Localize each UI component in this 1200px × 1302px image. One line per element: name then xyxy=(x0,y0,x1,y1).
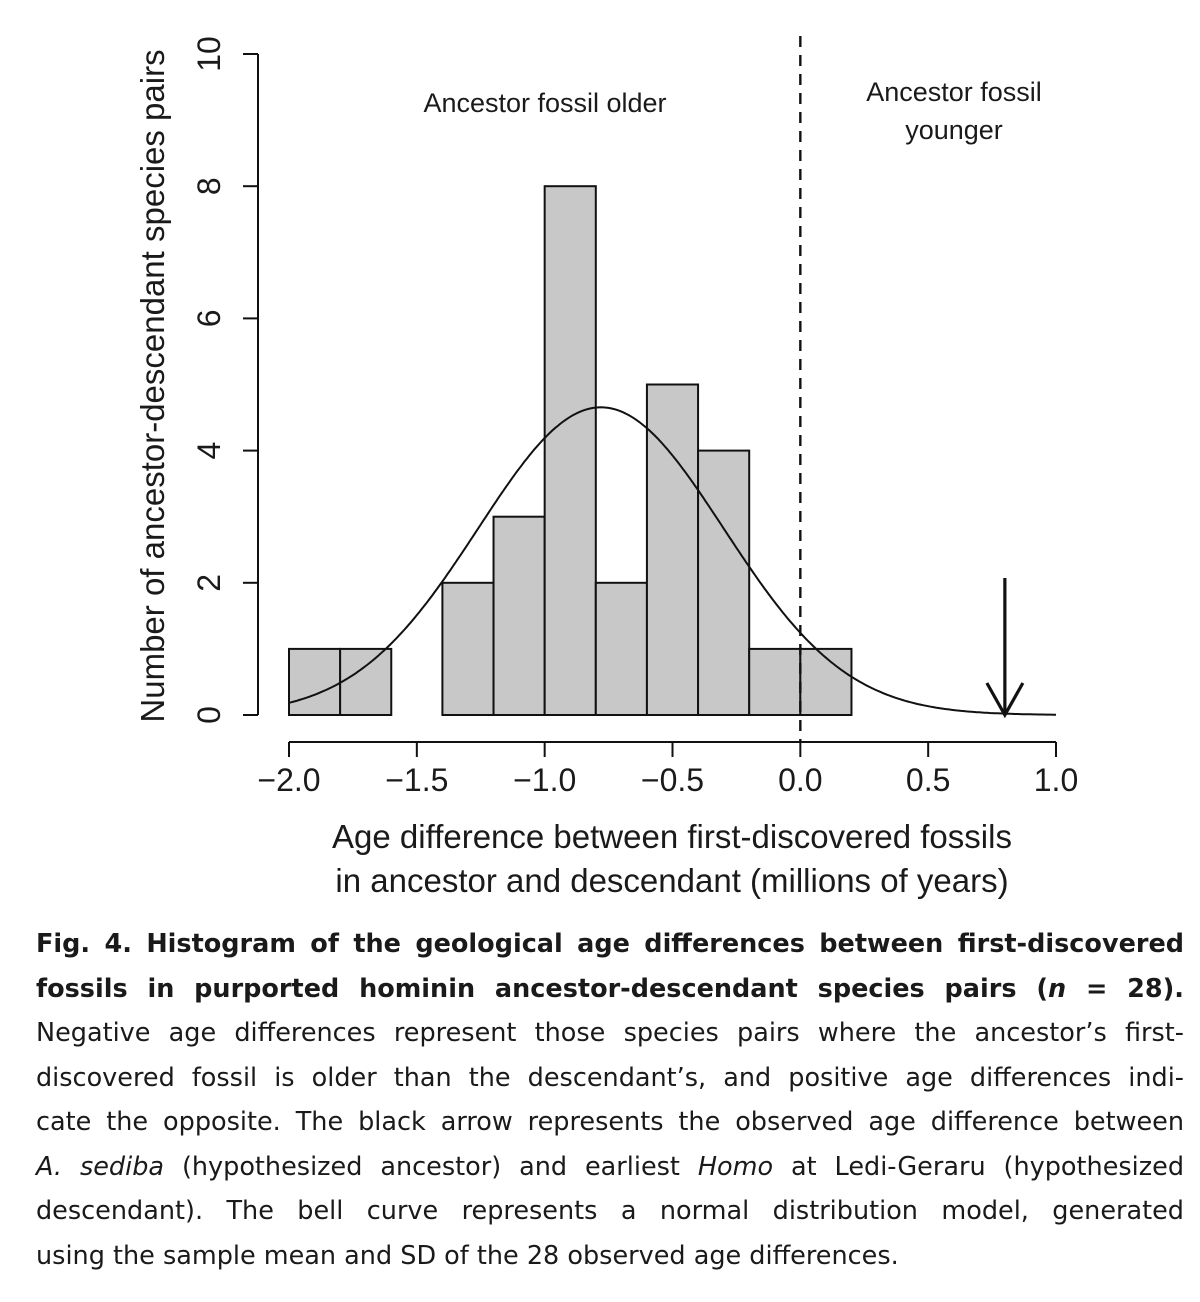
caption-line: Negative age differences represent those… xyxy=(36,1011,1184,1056)
histogram-bar xyxy=(697,449,751,716)
histogram-bar xyxy=(441,581,495,716)
x-tick-label: −2.0 xyxy=(257,762,320,798)
histogram-bar xyxy=(594,581,648,716)
x-tick-label: −0.5 xyxy=(641,762,704,798)
annotation-ancestor-younger-line2: younger xyxy=(905,115,1003,145)
y-axis: 0 2 4 6 8 10 xyxy=(191,36,259,724)
y-tick-label: 0 xyxy=(191,706,227,724)
histogram-bar xyxy=(288,647,342,717)
x-axis-label-line1: Age difference between first-discovered … xyxy=(332,818,1012,855)
caption-text: Fig. 4. Histogram of the geological age … xyxy=(36,929,1184,959)
y-tick-label: 6 xyxy=(191,310,227,328)
histogram-bar xyxy=(492,515,546,717)
histogram-figure: −2.0 −1.5 −1.0 −0.5 0.0 0.5 1.0 0 2 4 6 8 10 Ancest… xyxy=(134,36,1078,899)
annotation-ancestor-younger-line1: Ancestor fossil xyxy=(866,77,1042,107)
caption-line: fossils in purported hominin ancestor-de… xyxy=(36,967,1184,1012)
caption-text: discovered fossil is older than the desc… xyxy=(36,1062,1184,1093)
histogram-bar xyxy=(799,647,853,717)
caption-text: (hypothesized ancestor) and earliest xyxy=(164,1151,698,1182)
caption-text: at Ledi-Geraru (hypothesized xyxy=(773,1151,1185,1182)
caption-text: Negative age differences represent those… xyxy=(36,1018,1184,1048)
caption-text: cate the opposite. The black arrow repre… xyxy=(36,1107,1184,1137)
caption-line: using the sample mean and SD of the 28 o… xyxy=(36,1234,1184,1279)
x-axis-label-line2: in ancestor and descendant (millions of … xyxy=(335,862,1008,899)
caption-text: descendant). The bell curve represents a… xyxy=(36,1196,1184,1226)
x-tick-label: −1.5 xyxy=(385,762,448,798)
caption-line: cate the opposite. The black arrow repre… xyxy=(36,1100,1184,1145)
observed-difference-arrow xyxy=(985,578,1025,719)
histogram-bar xyxy=(543,185,597,716)
histogram-bars xyxy=(288,185,853,717)
normal-distribution-curve xyxy=(288,406,1056,716)
x-tick-label: 1.0 xyxy=(1034,762,1078,798)
caption-text: = 28). xyxy=(1066,973,1184,1004)
histogram-bar xyxy=(645,383,700,716)
caption-line: Fig. 4. Histogram of the geological age … xyxy=(36,922,1184,967)
caption-line: descendant). The bell curve represents a… xyxy=(36,1189,1184,1234)
y-tick-label: 4 xyxy=(191,442,227,460)
arrow-head xyxy=(985,682,1025,719)
histogram-bar xyxy=(748,647,802,717)
x-tick-label: −1.0 xyxy=(513,762,576,798)
caption-text: using the sample mean and SD of the 28 o… xyxy=(36,1240,899,1271)
x-axis: −2.0 −1.5 −1.0 −0.5 0.0 0.5 1.0 xyxy=(257,741,1078,798)
caption-text: n xyxy=(1047,973,1067,1004)
y-tick-label: 2 xyxy=(191,574,227,592)
y-axis-label: Number of ancestor-descendant species pa… xyxy=(134,49,171,722)
caption-line: discovered fossil is older than the desc… xyxy=(36,1056,1184,1101)
x-tick-label: 0.0 xyxy=(778,762,822,798)
caption-text: fossils in purported hominin ancestor-de… xyxy=(36,973,1048,1004)
histogram-bar xyxy=(339,647,393,717)
caption-text: Homo xyxy=(697,1151,774,1182)
caption-text: A. sediba xyxy=(36,1151,165,1182)
figure-caption: Fig. 4. Histogram of the geological age … xyxy=(36,922,1184,1278)
y-tick-label: 10 xyxy=(191,36,227,72)
normal-curve-group xyxy=(288,406,1056,716)
annotation-ancestor-older: Ancestor fossil older xyxy=(423,88,666,118)
y-tick-label: 8 xyxy=(191,177,227,195)
caption-line: A. sediba (hypothesized ancestor) and ea… xyxy=(36,1145,1184,1190)
x-tick-label: 0.5 xyxy=(906,762,950,798)
